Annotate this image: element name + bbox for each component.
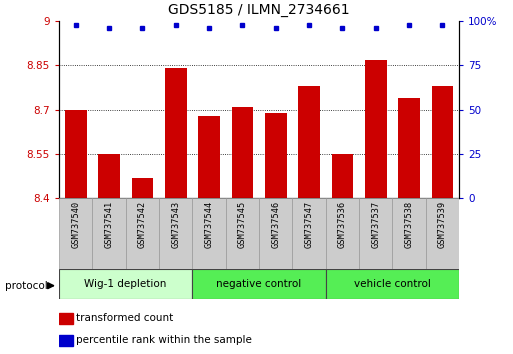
Bar (198, 116, 220, 198)
Text: Wig-1 depletion: Wig-1 depletion (85, 279, 167, 289)
Text: percentile rank within the sample: percentile rank within the sample (76, 335, 252, 346)
Text: negative control: negative control (216, 279, 302, 289)
Bar (165, 68, 187, 198)
Bar (326, 198, 359, 269)
Bar (192, 198, 226, 269)
Text: GSM737547: GSM737547 (305, 200, 313, 247)
Text: vehicle control: vehicle control (354, 279, 431, 289)
Text: GSM737543: GSM737543 (171, 200, 180, 247)
Text: GSM737537: GSM737537 (371, 200, 380, 247)
Bar (126, 198, 159, 269)
Bar (92, 198, 126, 269)
Bar (298, 86, 320, 198)
Bar (292, 198, 326, 269)
Bar (231, 107, 253, 198)
Text: GSM737544: GSM737544 (205, 200, 213, 247)
Bar (331, 154, 353, 198)
Bar (259, 198, 292, 269)
Bar (365, 59, 387, 198)
Text: GSM737538: GSM737538 (405, 200, 413, 247)
Text: GSM737539: GSM737539 (438, 200, 447, 247)
Text: GSM737546: GSM737546 (271, 200, 280, 247)
Bar (326, 269, 459, 299)
Bar (59, 335, 73, 346)
Text: GSM737542: GSM737542 (138, 200, 147, 247)
Bar (226, 198, 259, 269)
Bar (392, 198, 426, 269)
Bar (265, 113, 287, 198)
Bar (159, 198, 192, 269)
Bar (398, 98, 420, 198)
Bar (59, 269, 192, 299)
Text: GSM737545: GSM737545 (238, 200, 247, 247)
Title: GDS5185 / ILMN_2734661: GDS5185 / ILMN_2734661 (168, 4, 350, 17)
Bar (431, 86, 453, 198)
Text: GSM737536: GSM737536 (338, 200, 347, 247)
Bar (131, 178, 153, 198)
Bar (426, 198, 459, 269)
Bar (65, 110, 87, 198)
Text: GSM737540: GSM737540 (71, 200, 80, 247)
Text: protocol: protocol (5, 281, 48, 291)
Text: transformed count: transformed count (76, 313, 173, 323)
Bar (59, 313, 73, 324)
Text: GSM737541: GSM737541 (105, 200, 113, 247)
Bar (98, 154, 120, 198)
Bar (192, 269, 326, 299)
Bar (59, 198, 92, 269)
Bar (359, 198, 392, 269)
